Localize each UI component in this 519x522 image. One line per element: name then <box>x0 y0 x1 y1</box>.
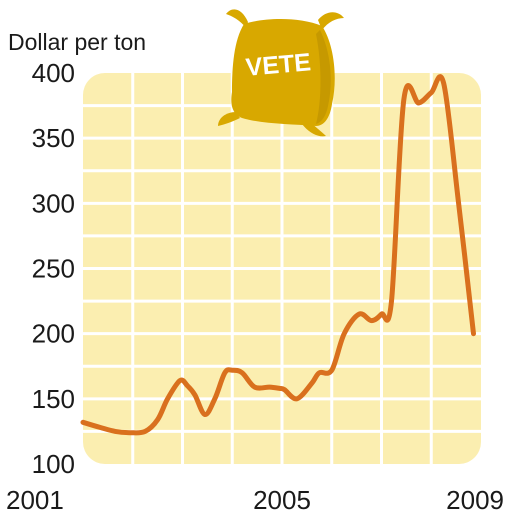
x-tick-label: 2001 <box>6 485 64 515</box>
sack-ear-bottom-left <box>218 112 240 126</box>
y-tick-label: 350 <box>32 123 75 153</box>
y-tick-label: 300 <box>32 188 75 218</box>
sack-label: VETE <box>245 48 312 82</box>
y-tick-label: 400 <box>32 58 75 88</box>
y-axis-unit-label: Dollar per ton <box>8 29 146 55</box>
sack-shading <box>316 30 331 124</box>
wheat-sack-icon: VETE <box>218 9 344 137</box>
sack-body <box>231 19 335 126</box>
x-axis-ticks: 2001 2005 2009 <box>6 485 504 515</box>
y-axis-ticks: 400 350 300 250 200 150 100 <box>32 58 75 479</box>
x-tick-label: 2009 <box>446 485 504 515</box>
series-group <box>80 74 476 436</box>
y-tick-label: 200 <box>32 319 75 349</box>
y-tick-label: 250 <box>32 254 75 284</box>
sack-ear-top-right <box>318 12 344 31</box>
x-tick-label: 2005 <box>253 485 311 515</box>
y-tick-label: 150 <box>32 384 75 414</box>
grid <box>83 73 481 464</box>
series-line-0 <box>80 74 476 436</box>
y-tick-label: 100 <box>32 449 75 479</box>
sack-ear-top-left <box>226 9 248 29</box>
